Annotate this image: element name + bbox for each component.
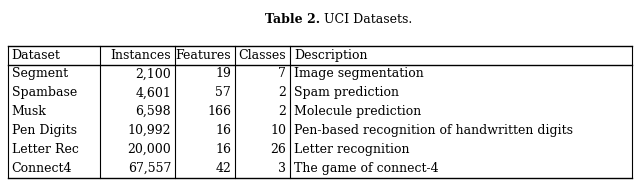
Text: 16: 16 <box>215 143 231 156</box>
Text: Pen-based recognition of handwritten digits: Pen-based recognition of handwritten dig… <box>294 124 573 137</box>
Text: Spam prediction: Spam prediction <box>294 86 399 99</box>
Text: 19: 19 <box>215 68 231 81</box>
Text: Musk: Musk <box>12 105 46 118</box>
Text: Image segmentation: Image segmentation <box>294 68 424 81</box>
Text: 3: 3 <box>278 162 286 175</box>
Text: Dataset: Dataset <box>12 49 60 62</box>
Text: Molecule prediction: Molecule prediction <box>294 105 421 118</box>
Text: UCI Datasets.: UCI Datasets. <box>320 13 412 26</box>
Text: 2,100: 2,100 <box>136 68 172 81</box>
Text: 57: 57 <box>216 86 231 99</box>
Text: Letter Rec: Letter Rec <box>12 143 78 156</box>
Text: 16: 16 <box>215 124 231 137</box>
Text: 6,598: 6,598 <box>136 105 172 118</box>
Text: 26: 26 <box>270 143 286 156</box>
Text: 7: 7 <box>278 68 286 81</box>
Text: The game of connect-4: The game of connect-4 <box>294 162 438 175</box>
Text: Connect4: Connect4 <box>12 162 72 175</box>
Text: 2: 2 <box>278 86 286 99</box>
Text: 10,992: 10,992 <box>128 124 172 137</box>
Text: 42: 42 <box>215 162 231 175</box>
Text: Segment: Segment <box>12 68 68 81</box>
Text: 2: 2 <box>278 105 286 118</box>
Text: Instances: Instances <box>111 49 172 62</box>
Text: Features: Features <box>175 49 231 62</box>
Text: 166: 166 <box>207 105 231 118</box>
Text: Letter recognition: Letter recognition <box>294 143 410 156</box>
Text: 20,000: 20,000 <box>127 143 172 156</box>
Text: Classes: Classes <box>239 49 286 62</box>
Text: 67,557: 67,557 <box>128 162 172 175</box>
Text: Description: Description <box>294 49 367 62</box>
Text: 4,601: 4,601 <box>136 86 172 99</box>
Text: Pen Digits: Pen Digits <box>12 124 77 137</box>
Text: Table 2.: Table 2. <box>265 13 320 26</box>
Text: 10: 10 <box>270 124 286 137</box>
Text: Spambase: Spambase <box>12 86 77 99</box>
